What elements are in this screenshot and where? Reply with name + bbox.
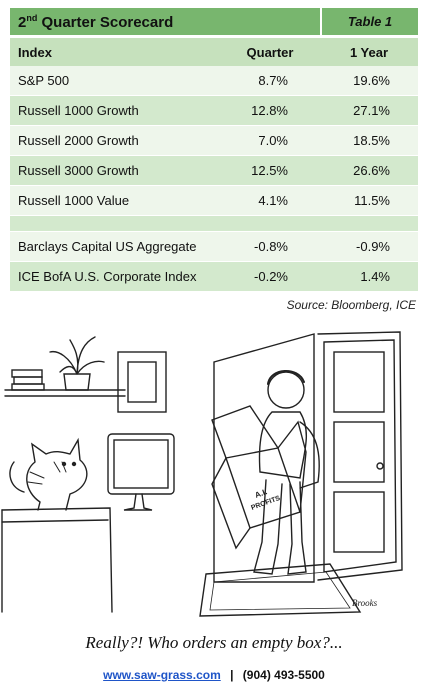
cartoon: A.I. PROFITS Brooks [1,331,403,617]
table-row: Russell 3000 Growth 12.5% 26.6% [10,156,418,186]
value-cell: 8.7% [220,66,320,96]
phone: (904) 493-5500 [242,668,325,682]
value-cell: -0.2% [220,262,320,292]
signature: Brooks [352,598,378,608]
table-label: Table 1 [320,8,418,38]
separator-row [10,216,418,232]
scorecard-table: 2nd Quarter Scorecard Table 1 Index Quart… [10,8,418,292]
source-note: Source: Bloomberg, ICE [286,298,416,312]
cartoon-caption: Really?! Who orders an empty box?... [85,633,343,652]
table-row: Barclays Capital US Aggregate -0.8% -0.9% [10,232,418,262]
value-cell: 7.0% [220,126,320,156]
value-cell: 1.4% [320,262,418,292]
index-name: S&P 500 [10,66,220,96]
value-cell: 4.1% [220,186,320,216]
index-name: Russell 3000 Growth [10,156,220,186]
index-name: Russell 1000 Growth [10,96,220,126]
value-cell: 11.5% [320,186,418,216]
index-name: Russell 2000 Growth [10,126,220,156]
value-cell: 18.5% [320,126,418,156]
index-name: Russell 1000 Value [10,186,220,216]
table-title: 2nd Quarter Scorecard [10,8,320,38]
column-header: 1 Year [320,38,418,66]
table-row: ICE BofA U.S. Corporate Index -0.2% 1.4% [10,262,418,292]
column-header: Quarter [220,38,320,66]
title-number: 2 [18,13,27,31]
title-text: Quarter Scorecard [37,13,174,31]
website-link[interactable]: www.saw-grass.com [103,668,221,682]
table-row: S&P 500 8.7% 19.6% [10,66,418,96]
index-name: Barclays Capital US Aggregate [10,232,220,262]
value-cell: -0.9% [320,232,418,262]
value-cell: 26.6% [320,156,418,186]
table-row: Russell 1000 Value 4.1% 11.5% [10,186,418,216]
value-cell: -0.8% [220,232,320,262]
title-ordinal: nd [26,12,38,23]
column-header: Index [10,38,220,66]
table-row: Russell 1000 Growth 12.8% 27.1% [10,96,418,126]
index-name: ICE BofA U.S. Corporate Index [10,262,220,292]
value-cell: 12.8% [220,96,320,126]
value-cell: 27.1% [320,96,418,126]
empty-cell [10,216,418,232]
box-label: A.I. [254,487,269,500]
separator: | [230,668,234,682]
table-row: Russell 2000 Growth 7.0% 18.5% [10,126,418,156]
value-cell: 19.6% [320,66,418,96]
value-cell: 12.5% [220,156,320,186]
footer: www.saw-grass.com | (904) 493-5500 [0,668,428,682]
